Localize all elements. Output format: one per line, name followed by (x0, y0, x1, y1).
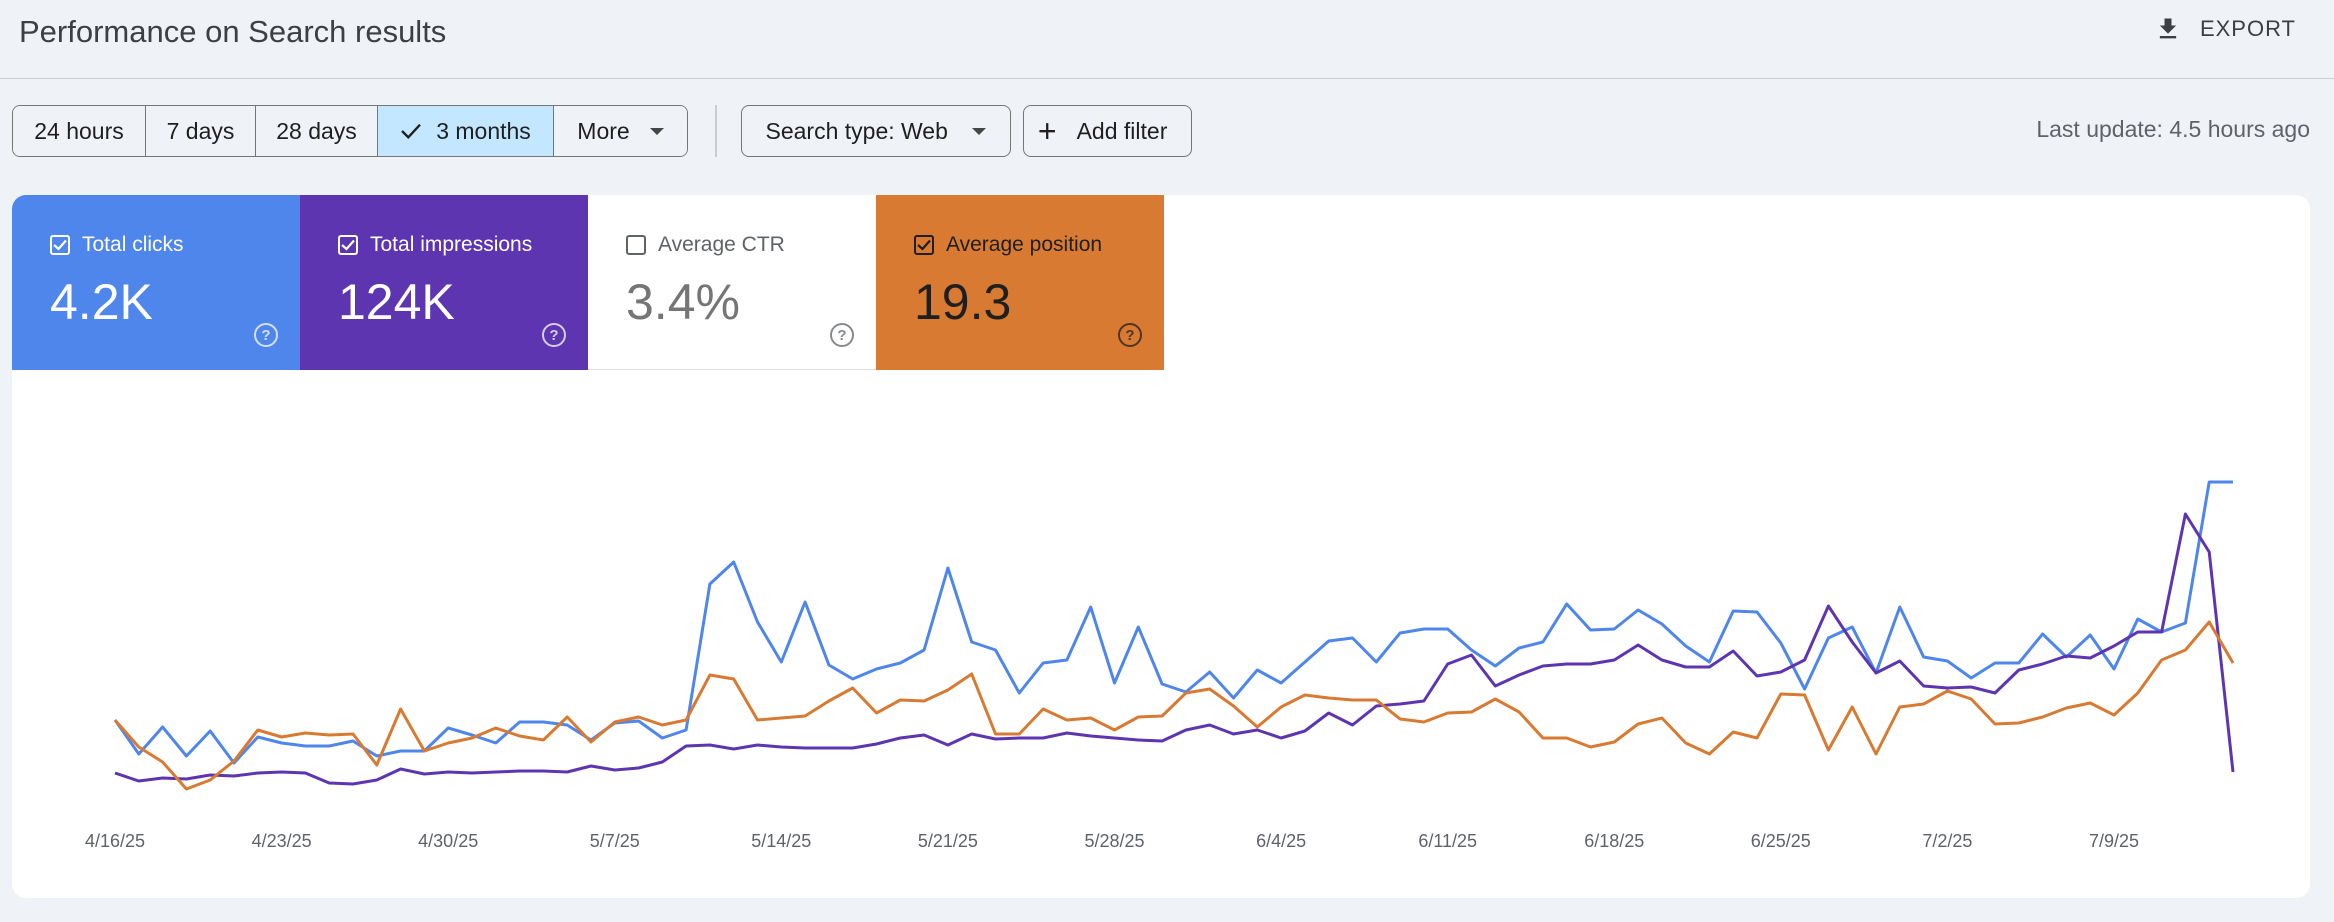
x-tick-label: 4/23/25 (252, 831, 312, 851)
x-tick-label: 6/4/25 (1256, 831, 1306, 851)
add-filter-label: Add filter (1076, 117, 1168, 144)
x-tick-label: 6/25/25 (1751, 831, 1811, 851)
help-icon[interactable]: ? (830, 323, 854, 347)
search-type-label: Search type: Web (765, 117, 948, 144)
x-tick-label: 4/30/25 (418, 831, 478, 851)
checkbox-checked-icon[interactable] (50, 235, 70, 255)
date-range-label: 7 days (166, 117, 235, 144)
check-icon (401, 123, 422, 139)
metric-header: Total impressions (338, 233, 532, 257)
plus-icon: + (1037, 113, 1057, 149)
date-range-label: 3 months (436, 117, 531, 144)
page-title: Performance on Search results (19, 14, 447, 49)
checkbox-checked-icon[interactable] (914, 235, 934, 255)
metric-header: Total clicks (50, 233, 184, 257)
date-range-28-days[interactable]: 28 days (256, 106, 378, 156)
performance-card: Total clicks 4.2K ? Total impressions 12… (12, 195, 2310, 898)
metric-tiles: Total clicks 4.2K ? Total impressions 12… (12, 195, 1164, 370)
series-line-2 (113, 620, 2235, 791)
metric-total-impressions[interactable]: Total impressions 124K ? (300, 195, 588, 370)
x-tick-label: 6/11/25 (1418, 831, 1477, 851)
metric-label: Average position (946, 233, 1103, 256)
download-icon (2159, 18, 2177, 39)
add-filter-button[interactable]: + Add filter (1022, 105, 1193, 157)
checkbox-checked-icon[interactable] (338, 235, 358, 255)
export-button[interactable]: EXPORT (2154, 10, 2296, 48)
metric-average-position[interactable]: Average position 19.3 ? (876, 195, 1164, 370)
x-tick-label: 5/28/25 (1084, 831, 1144, 851)
date-range-24-hours[interactable]: 24 hours (13, 106, 146, 156)
help-icon[interactable]: ? (254, 323, 278, 347)
x-tick-label: 6/18/25 (1584, 831, 1644, 851)
date-range-7-days[interactable]: 7 days (146, 106, 256, 156)
date-range-selector: 24 hours 7 days 28 days 3 months More (12, 105, 688, 157)
performance-chart[interactable]: 4/16/25 4/23/25 4/30/25 5/7/25 5/14/25 5/21/2… (12, 370, 2310, 898)
x-tick-label: 4/16/25 (85, 831, 145, 851)
metric-label: Total impressions (370, 233, 533, 256)
metric-value: 19.3 (914, 274, 1012, 330)
metric-header: Average position (914, 233, 1102, 257)
metric-label: Total clicks (82, 233, 184, 256)
chevron-down-icon (971, 127, 986, 135)
metric-value: 3.4% (626, 274, 740, 330)
metric-total-clicks[interactable]: Total clicks 4.2K ? (12, 195, 300, 370)
x-tick-label: 7/2/25 (1922, 831, 1972, 851)
metric-average-ctr[interactable]: Average CTR 3.4% ? (588, 195, 876, 370)
help-icon[interactable]: ? (1118, 323, 1142, 347)
search-type-dropdown[interactable]: Search type: Web (740, 105, 1011, 157)
x-tick-label: 5/14/25 (751, 831, 811, 851)
date-range-label: 24 hours (34, 117, 124, 144)
date-range-label: More (577, 117, 630, 144)
metric-value: 124K (338, 274, 455, 330)
checkbox-unchecked-icon[interactable] (626, 235, 646, 255)
x-tick-label: 7/9/25 (2089, 831, 2139, 851)
x-tick-label: 5/21/25 (918, 831, 978, 851)
page-header: Performance on Search results EXPORT (0, 0, 2334, 79)
filter-toolbar: 24 hours 7 days 28 days 3 months More Se… (12, 105, 1193, 157)
metric-header: Average CTR (626, 233, 785, 257)
metric-label: Average CTR (658, 233, 785, 256)
x-tick-label: 5/7/25 (590, 831, 640, 851)
date-range-more-dropdown[interactable]: More (554, 106, 687, 156)
date-range-3-months[interactable]: 3 months (378, 106, 554, 156)
chevron-down-icon (649, 127, 664, 135)
export-label: EXPORT (2199, 16, 2296, 41)
series-line-1 (114, 512, 2235, 786)
metric-value: 4.2K (50, 274, 153, 330)
series-line-0 (113, 480, 2233, 765)
toolbar-divider (715, 105, 717, 157)
last-update-text: Last update: 4.5 hours ago (2036, 116, 2310, 142)
help-icon[interactable]: ? (542, 323, 566, 347)
date-range-label: 28 days (276, 117, 357, 144)
